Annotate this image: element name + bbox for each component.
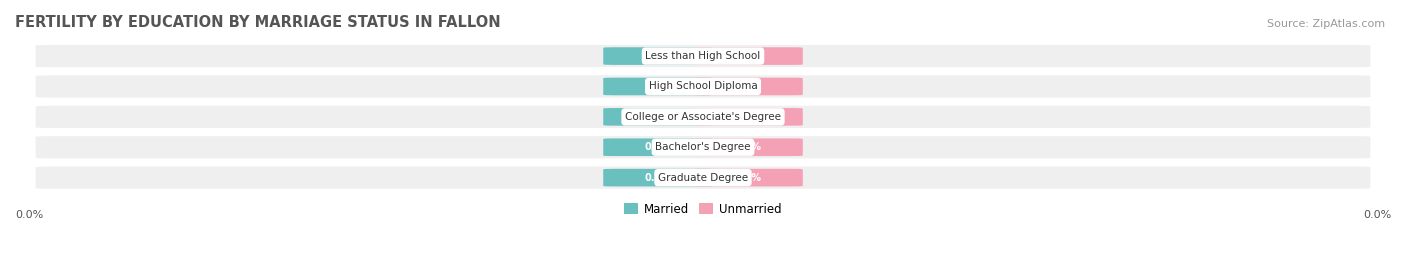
FancyBboxPatch shape [35, 75, 1371, 98]
Text: 0.0%: 0.0% [734, 142, 761, 152]
FancyBboxPatch shape [603, 108, 713, 126]
Text: Bachelor's Degree: Bachelor's Degree [655, 142, 751, 152]
FancyBboxPatch shape [693, 47, 803, 65]
Text: 0.0%: 0.0% [645, 142, 672, 152]
FancyBboxPatch shape [693, 78, 803, 95]
Text: 0.0%: 0.0% [734, 173, 761, 183]
Text: 0.0%: 0.0% [645, 51, 672, 61]
Text: High School Diploma: High School Diploma [648, 82, 758, 91]
Text: College or Associate's Degree: College or Associate's Degree [626, 112, 780, 122]
Text: 0.0%: 0.0% [734, 51, 761, 61]
Text: 0.0%: 0.0% [645, 173, 672, 183]
FancyBboxPatch shape [603, 47, 713, 65]
Text: 0.0%: 0.0% [645, 112, 672, 122]
FancyBboxPatch shape [693, 139, 803, 156]
FancyBboxPatch shape [35, 106, 1371, 128]
Text: 0.0%: 0.0% [15, 210, 44, 220]
FancyBboxPatch shape [35, 136, 1371, 158]
FancyBboxPatch shape [35, 167, 1371, 189]
Legend: Married, Unmarried: Married, Unmarried [620, 198, 786, 220]
Text: 0.0%: 0.0% [1362, 210, 1391, 220]
Text: Source: ZipAtlas.com: Source: ZipAtlas.com [1267, 19, 1385, 29]
Text: 0.0%: 0.0% [645, 82, 672, 91]
FancyBboxPatch shape [693, 108, 803, 126]
Text: Less than High School: Less than High School [645, 51, 761, 61]
FancyBboxPatch shape [603, 78, 713, 95]
FancyBboxPatch shape [693, 169, 803, 186]
Text: 0.0%: 0.0% [734, 82, 761, 91]
Text: 0.0%: 0.0% [734, 112, 761, 122]
FancyBboxPatch shape [603, 139, 713, 156]
Text: FERTILITY BY EDUCATION BY MARRIAGE STATUS IN FALLON: FERTILITY BY EDUCATION BY MARRIAGE STATU… [15, 15, 501, 30]
Text: Graduate Degree: Graduate Degree [658, 173, 748, 183]
FancyBboxPatch shape [603, 169, 713, 186]
FancyBboxPatch shape [35, 45, 1371, 67]
